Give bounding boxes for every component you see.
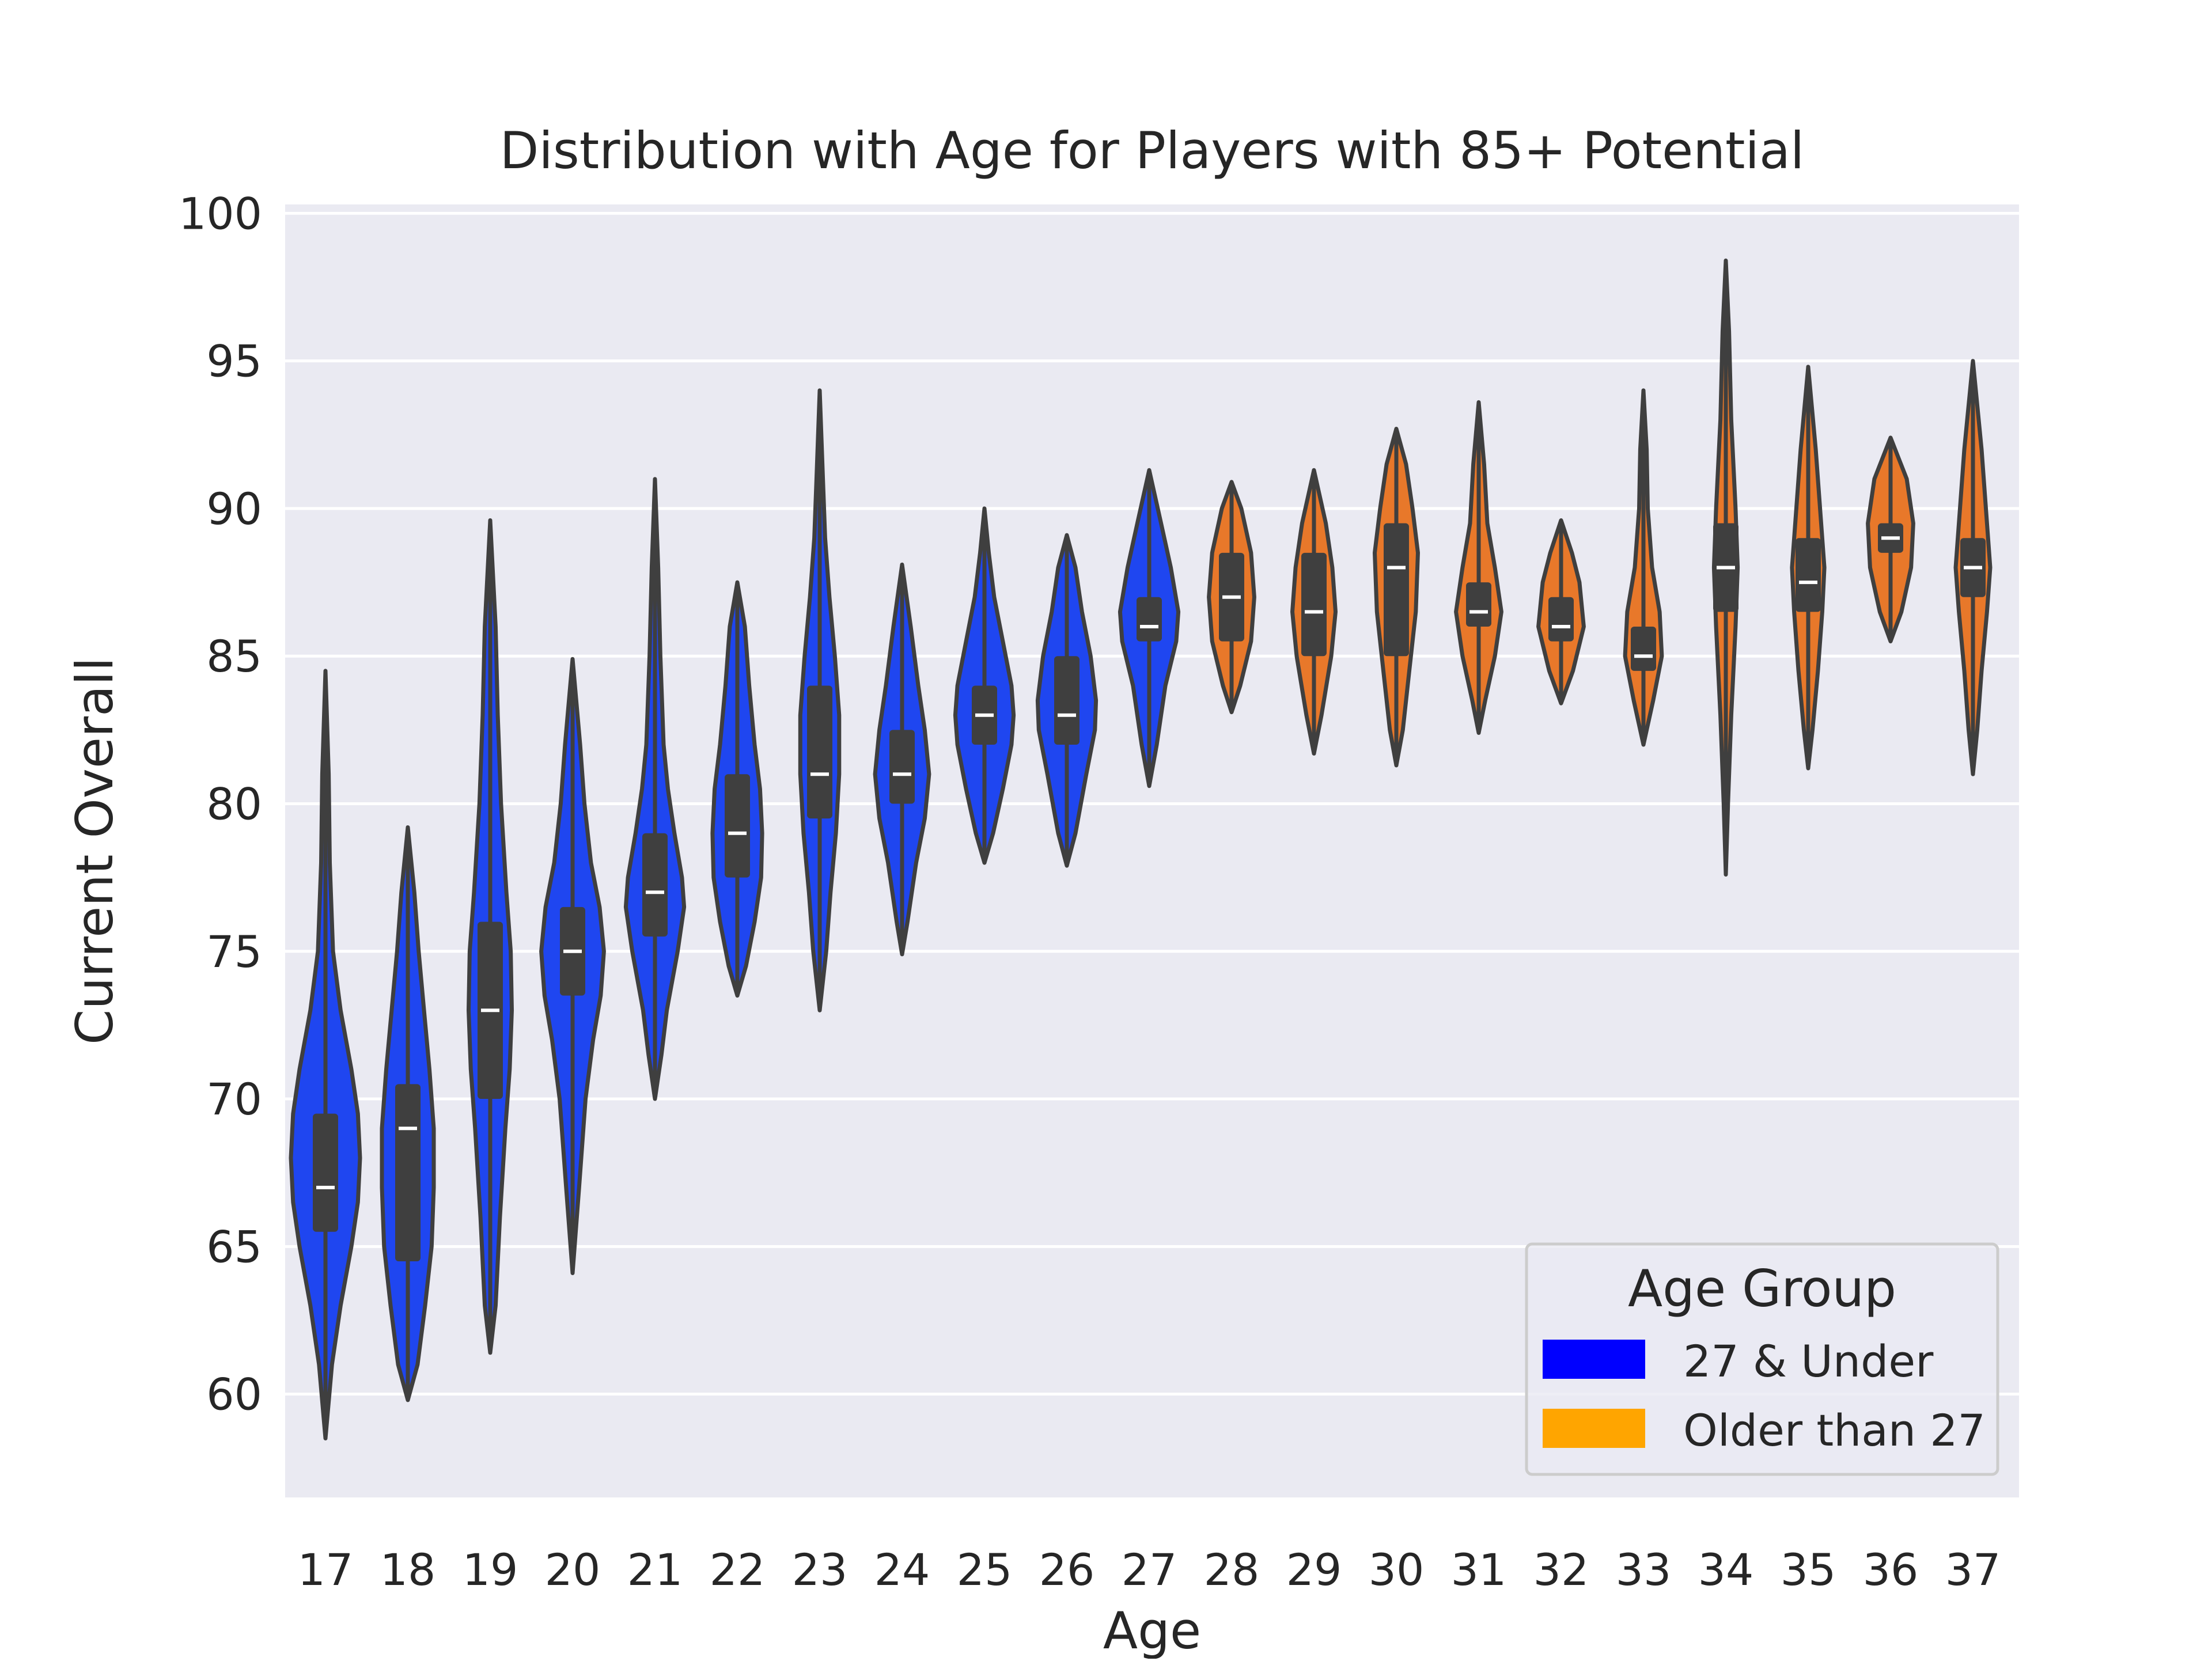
violin-iqr-box-33 [1631, 626, 1656, 671]
violin-iqr-box-31 [1466, 582, 1491, 627]
y-tick-label-95: 95 [206, 336, 262, 387]
y-tick-label-85: 85 [206, 631, 262, 682]
x-tick-label-24: 24 [874, 1544, 930, 1595]
x-tick-labels: 17 18 19 20 21 22 23 24 25 26 27 28 29 30 31 32 33 34 35 36… [298, 1544, 2001, 1595]
x-tick-label-25: 25 [957, 1544, 1013, 1595]
violin-age-24 [873, 562, 931, 957]
violin-age-31 [1454, 400, 1503, 735]
violin-age-20 [539, 657, 606, 1275]
y-tick-label-80: 80 [206, 778, 262, 829]
violin-age-19 [467, 518, 514, 1355]
x-tick-label-18: 18 [380, 1544, 436, 1595]
violin-age-21 [623, 477, 687, 1101]
legend-swatch-older-than-27 [1543, 1409, 1645, 1448]
violin-age-28 [1207, 480, 1256, 715]
violin-iqr-box-29 [1301, 552, 1327, 657]
legend: Age Group 27 & Under Older than 27 [1525, 1242, 1999, 1476]
violin-age-30 [1373, 427, 1420, 768]
violin-age-25 [953, 506, 1016, 865]
chart-title: Distribution with Age for Players with 8… [500, 121, 1805, 180]
violin-age-35 [1790, 365, 1827, 771]
x-tick-label-20: 20 [545, 1544, 601, 1595]
x-tick-label-31: 31 [1451, 1544, 1507, 1595]
x-tick-label-30: 30 [1369, 1544, 1425, 1595]
violin-iqr-box-21 [642, 833, 668, 937]
x-tick-label-21: 21 [627, 1544, 683, 1595]
violin-age-23 [798, 388, 842, 1012]
x-tick-label-33: 33 [1616, 1544, 1672, 1595]
legend-label-27-and-under: 27 & Under [1683, 1336, 1934, 1387]
y-tick-label-70: 70 [206, 1074, 262, 1125]
violin-age-34 [1711, 258, 1740, 877]
violin-age-33 [1623, 388, 1664, 747]
violin-iqr-box-24 [889, 730, 915, 804]
violin-age-37 [1953, 359, 1993, 776]
violin-age-32 [1536, 518, 1586, 706]
violin-age-22 [710, 580, 764, 998]
y-axis-label: Current Overall [65, 657, 124, 1045]
x-tick-label-19: 19 [463, 1544, 518, 1595]
x-tick-label-27: 27 [1122, 1544, 1177, 1595]
legend-title: Age Group [1628, 1259, 1896, 1318]
violin-iqr-box-18 [395, 1084, 421, 1261]
violin-iqr-box-22 [725, 774, 750, 878]
y-tick-label-75: 75 [206, 926, 262, 977]
x-tick-label-22: 22 [710, 1544, 766, 1595]
x-tick-label-23: 23 [792, 1544, 848, 1595]
y-tick-label-60: 60 [206, 1369, 262, 1420]
x-tick-label-32: 32 [1533, 1544, 1589, 1595]
y-tick-labels: 60 65 70 75 80 85 90 95 100 [179, 188, 262, 1420]
x-tick-label-26: 26 [1039, 1544, 1095, 1595]
x-axis-label: Age [1103, 1601, 1201, 1659]
x-tick-label-29: 29 [1286, 1544, 1342, 1595]
x-tick-label-35: 35 [1781, 1544, 1836, 1595]
legend-label-older-than-27: Older than 27 [1683, 1405, 1986, 1456]
violin-iqr-box-23 [807, 685, 832, 819]
y-tick-label-100: 100 [179, 188, 262, 239]
x-tick-label-37: 37 [1945, 1544, 2001, 1595]
violin-iqr-box-30 [1384, 523, 1409, 657]
violin-age-18 [380, 825, 436, 1402]
violin-age-29 [1290, 468, 1338, 756]
violin-iqr-box-17 [313, 1113, 338, 1232]
violins [289, 258, 1993, 1440]
y-tick-label-65: 65 [206, 1221, 262, 1272]
violin-iqr-box-32 [1548, 597, 1574, 642]
violin-age-27 [1118, 468, 1181, 788]
x-tick-label-17: 17 [298, 1544, 354, 1595]
violin-age-36 [1866, 435, 1915, 644]
y-tick-label-90: 90 [206, 483, 262, 534]
violin-age-26 [1035, 533, 1099, 868]
violin-iqr-box-35 [1796, 538, 1821, 612]
violin-age-17 [289, 669, 362, 1440]
x-tick-label-28: 28 [1204, 1544, 1260, 1595]
x-tick-label-36: 36 [1863, 1544, 1919, 1595]
x-tick-label-34: 34 [1698, 1544, 1754, 1595]
violin-iqr-box-26 [1054, 656, 1080, 745]
legend-swatch-27-and-under [1543, 1340, 1645, 1379]
violin-iqr-box-27 [1137, 597, 1162, 642]
